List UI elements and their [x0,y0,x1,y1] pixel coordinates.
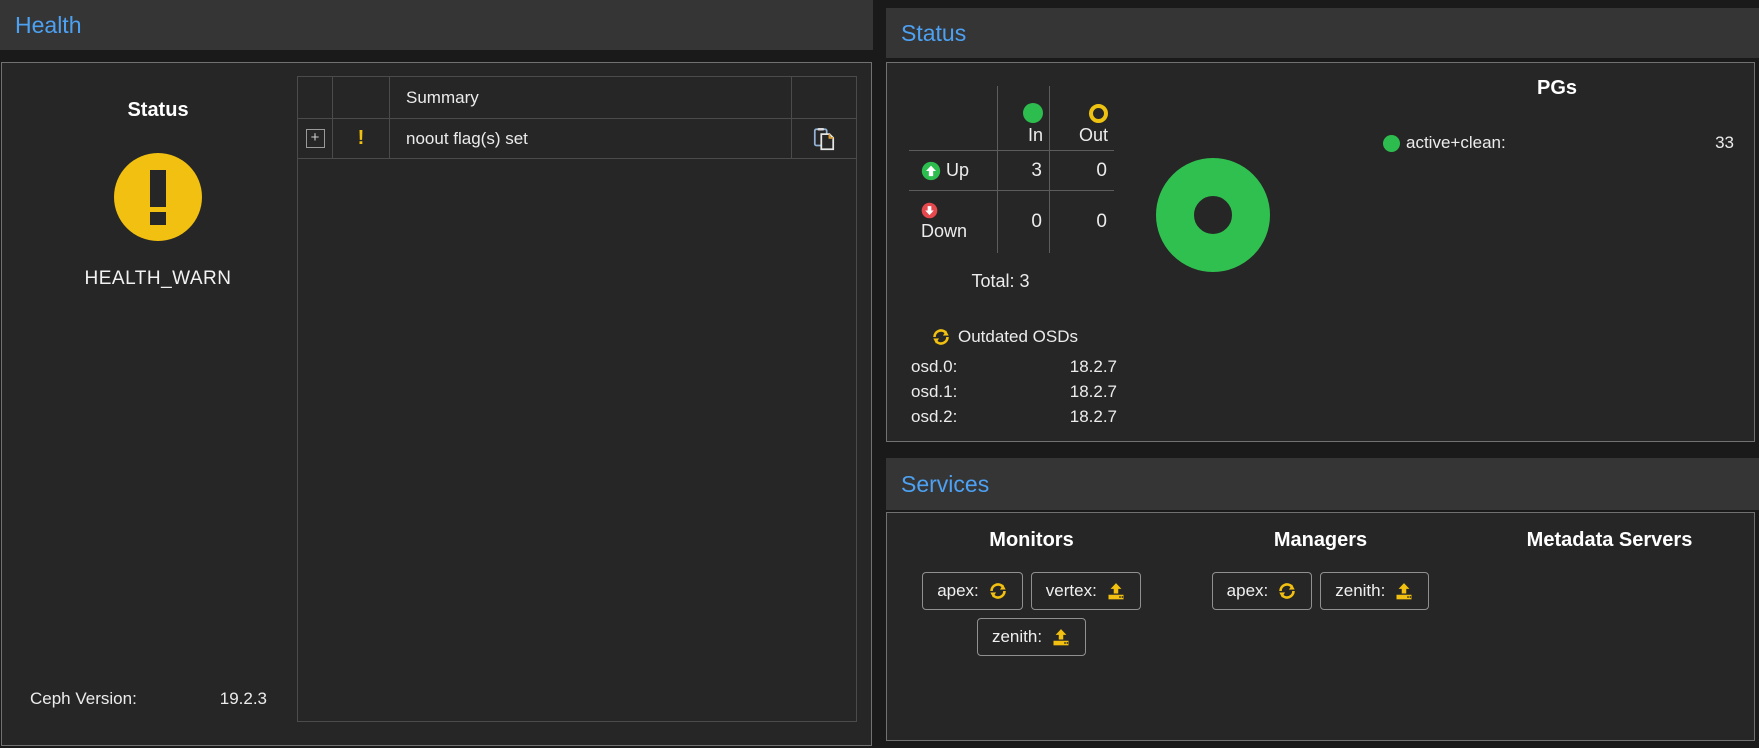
warnings-table-header-row: Summary [298,77,856,119]
service-button-manager-apex[interactable]: apex: [1211,572,1313,610]
upload-icon [1051,627,1071,647]
managers-heading: Managers [1273,529,1368,551]
osd-row-down: Down [909,190,997,253]
osd-down-in-count: 0 [997,190,1049,253]
service-name: zenith: [1335,581,1386,600]
status-panel-title: Status [901,19,967,46]
service-name: apex: [937,581,979,600]
list-item: osd.0: 18.2.7 [911,357,1117,382]
in-status-dot-icon [1023,103,1043,123]
monitors-column: Monitors apex: [887,513,1176,740]
outdated-osds-heading: Outdated OSDs [931,327,1078,347]
service-button-monitor-apex[interactable]: apex: [922,572,1023,610]
arrow-circle-up-icon [921,161,941,181]
pg-state-count: 33 [1715,133,1734,152]
service-button-manager-zenith[interactable]: zenith: [1320,572,1430,610]
health-warnings-table: Summary + ! noout flag(s) set [297,76,857,722]
monitors-heading: Monitors [989,529,1074,551]
health-warning-icon [114,153,202,241]
table-row[interactable]: + ! noout flag(s) set [298,119,856,159]
warning-exclamation-bar [150,170,166,207]
warning-severity-icon: ! [357,127,365,149]
warnings-header-expander-col [298,77,333,118]
health-panel-header: Health [0,0,873,50]
health-panel-title: Health [15,11,82,38]
arrow-circle-down-icon [921,202,938,219]
metadata-servers-heading: Metadata Servers [1526,529,1693,551]
managers-row-1: apex: zenith [1211,572,1430,610]
osd-row-up: Up [909,150,997,190]
list-item: osd.1: 18.2.7 [911,382,1117,407]
row-expander-button[interactable]: + [305,129,325,148]
outdated-osds-label: Outdated OSDs [958,327,1079,346]
osd-name: osd.1: [911,382,958,401]
active-clean-dot-icon [1383,134,1400,152]
pgs-heading: PGs [1536,77,1578,99]
services-panel-body: Monitors apex: [886,512,1755,741]
warnings-header-summary: Summary [390,77,792,118]
osd-version: 18.2.7 [1069,382,1117,401]
sync-icon [931,327,951,347]
managers-column: Managers apex: [1176,513,1465,740]
warnings-header-actions-col [792,77,856,118]
metadata-servers-column: Metadata Servers [1465,513,1754,740]
health-status-heading: Status [127,99,189,121]
status-panel-body: In Out Up 3 0 Down [886,62,1755,442]
ceph-version-value: 19.2.3 [219,689,267,708]
service-button-monitor-zenith[interactable]: zenith: [976,618,1087,656]
service-button-monitor-vertex[interactable]: vertex: [1030,572,1141,610]
in-label: In [1027,125,1043,145]
sync-icon [988,581,1008,601]
out-label: Out [1078,125,1108,145]
osd-name: osd.2: [911,407,958,426]
service-name: zenith: [991,627,1043,646]
pgs-legend-item: active+clean: 33 [1383,133,1734,153]
up-label: Up [946,160,970,180]
osd-grid-corner [909,86,997,150]
services-panel-header: Services [886,458,1759,510]
sync-icon [1277,581,1297,601]
service-name: vertex: [1045,581,1097,600]
ceph-version-label: Ceph Version: [30,689,137,708]
osd-updown-inout-grid: In Out Up 3 0 Down [909,86,1114,253]
osd-version: 18.2.7 [1069,357,1117,376]
status-panel-header: Status [886,8,1759,58]
copy-to-clipboard-icon[interactable] [811,126,837,152]
warning-summary-text: noout flag(s) set [390,119,792,158]
health-panel-body: Status HEALTH_WARN Ceph Version: 19.2.3 … [1,62,872,746]
upload-icon [1394,581,1414,601]
services-panel-title: Services [901,470,990,497]
service-name: apex: [1226,581,1269,600]
osd-up-in-count: 3 [997,150,1049,190]
monitors-row-1: apex: vertex [922,572,1141,610]
osd-name: osd.0: [911,357,958,376]
list-item: osd.2: 18.2.7 [911,407,1117,432]
down-label: Down [921,221,968,241]
osd-down-out-count: 0 [1049,190,1114,253]
warnings-header-severity-col [333,77,390,118]
monitors-row-2: zenith: [976,618,1087,656]
osd-col-out: Out [1049,86,1114,150]
osd-total: Total: 3 [971,271,1030,291]
osd-version: 18.2.7 [1069,407,1117,426]
ceph-version-row: Ceph Version: 19.2.3 [30,689,267,709]
health-status-value: HEALTH_WARN [84,268,232,289]
pg-state-label: active+clean: [1406,133,1506,152]
osd-up-out-count: 0 [1049,150,1114,190]
out-status-ring-icon [1089,104,1108,123]
outdated-osds-list: osd.0: 18.2.7 osd.1: 18.2.7 osd.2: 18.2.… [911,357,1117,432]
osd-col-in: In [997,86,1049,150]
pgs-donut-chart [1156,158,1270,272]
upload-icon [1106,581,1126,601]
warning-exclamation-dot [150,212,166,225]
